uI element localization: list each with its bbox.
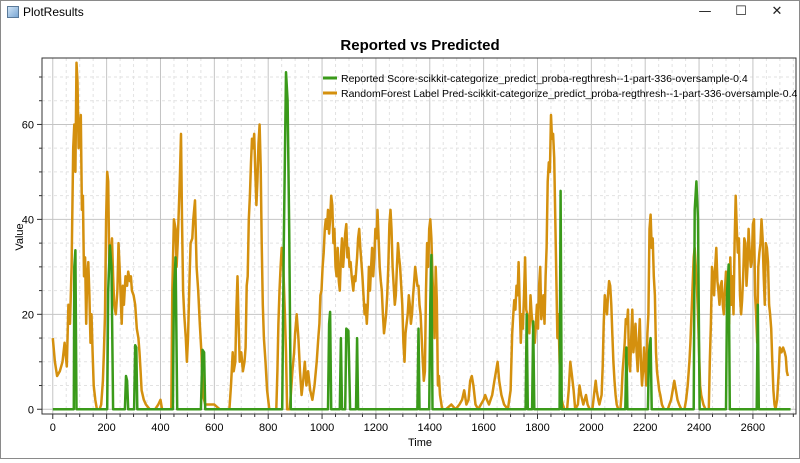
y-tick-label: 0 [28, 404, 34, 416]
y-tick-label: 40 [22, 214, 34, 226]
x-tick-label: 2600 [741, 422, 765, 434]
x-tick-label: 200 [97, 422, 115, 434]
x-tick-label: 1800 [525, 422, 549, 434]
y-axis-label: Value [14, 223, 26, 250]
y-tick-label: 60 [22, 119, 34, 131]
chart-title: Reported vs Predicted [340, 37, 499, 54]
minimize-button[interactable]: — [698, 4, 712, 19]
plot-frame [41, 57, 797, 415]
close-button[interactable]: ✕ [771, 4, 783, 19]
x-axis-label: Time [408, 437, 432, 449]
title-bar: PlotResults — ☐ ✕ [1, 1, 799, 25]
x-tick-label: 2000 [579, 422, 603, 434]
axis-ticks: 0 200 400 600 800 1000 1200 1400 1600 1800 2000 220… [22, 76, 794, 434]
series-layer [51, 61, 791, 411]
x-tick-label: 1200 [364, 422, 388, 434]
x-tick-label: 0 [50, 422, 56, 434]
x-tick-label: 800 [259, 422, 277, 434]
maximize-button[interactable]: ☐ [735, 4, 747, 19]
reported-score-line [52, 70, 791, 411]
predicted-label-line [51, 61, 790, 411]
window-title: PlotResults [23, 5, 84, 19]
legend: Reported Score-scikkit-categorize_predic… [323, 73, 798, 100]
x-tick-label: 400 [151, 422, 169, 434]
legend-label: RandomForest Label Pred-scikkit-categori… [341, 88, 798, 100]
x-tick-label: 2400 [687, 422, 711, 434]
y-tick-label: 20 [22, 309, 34, 321]
app-icon [7, 6, 19, 18]
plot-area: Reported vs Predicted Time Value 0 200 400… [1, 25, 799, 458]
legend-label: Reported Score-scikkit-categorize_predic… [341, 73, 748, 85]
x-tick-label: 1000 [310, 422, 334, 434]
x-tick-label: 1600 [471, 422, 495, 434]
x-tick-label: 1400 [418, 422, 442, 434]
line-chart: Reported vs Predicted Time Value 0 200 400… [14, 37, 798, 449]
x-tick-label: 600 [205, 422, 223, 434]
x-tick-label: 2200 [633, 422, 657, 434]
